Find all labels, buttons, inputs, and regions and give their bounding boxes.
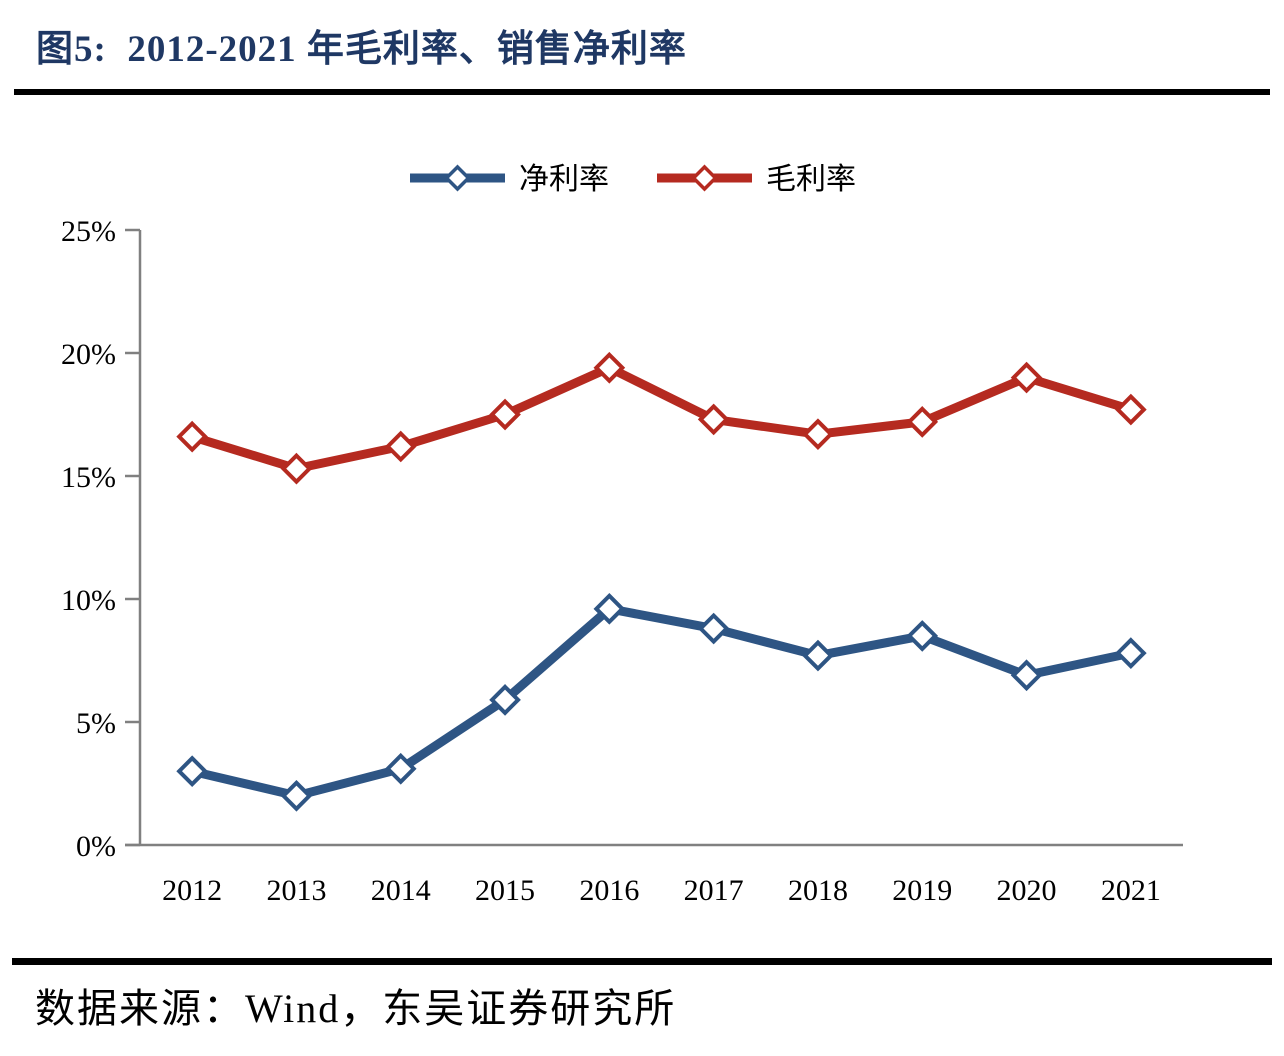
- legend-label-net-profit-margin: 净利率: [519, 163, 609, 196]
- data-point-gross-profit-margin-2021: [1115, 393, 1147, 426]
- x-axis-label: 2012: [162, 874, 222, 907]
- data-point-gross-profit-margin-2014: [384, 430, 417, 463]
- data-point-gross-profit-margin-2019: [906, 406, 939, 438]
- chart-area: 0% 5% 10% 15% 20% 25% 2012 2013 2014 2015 2016 2017…: [0, 130, 1284, 920]
- data-point-net-profit-margin-2019: [906, 620, 939, 652]
- legend-marker-net-profit-margin: [444, 164, 471, 192]
- data-point-gross-profit-margin-2016: [593, 351, 626, 384]
- data-point-net-profit-margin-2021: [1115, 637, 1147, 669]
- series-line-net-profit-margin: [187, 604, 1136, 801]
- data-point-gross-profit-margin-2020: [1010, 361, 1043, 394]
- data-point-net-profit-margin-2014: [384, 752, 417, 785]
- data-point-gross-profit-margin-2013: [280, 452, 313, 485]
- footer-divider: [12, 958, 1272, 965]
- legend-marker-gross-profit-margin: [691, 164, 718, 192]
- x-axis-label: 2015: [475, 874, 535, 907]
- series-line-gross-profit-margin: [187, 363, 1136, 474]
- data-point-net-profit-margin-2012: [176, 755, 208, 788]
- x-axis-label: 2016: [579, 874, 639, 907]
- y-axis-tick-label: 0%: [76, 830, 116, 863]
- x-axis-label: 2019: [892, 874, 952, 907]
- data-point-net-profit-margin-2017: [697, 612, 730, 645]
- title-divider: [14, 89, 1270, 95]
- data-point-gross-profit-margin-2012: [176, 420, 208, 453]
- x-axis-label: 2014: [371, 874, 431, 907]
- data-point-gross-profit-margin-2017: [697, 403, 730, 436]
- data-point-net-profit-margin-2018: [802, 639, 834, 672]
- x-axis-label: 2021: [1101, 874, 1161, 907]
- y-axis-tick-label: 20%: [61, 338, 116, 371]
- data-point-gross-profit-margin-2018: [802, 418, 834, 451]
- data-point-gross-profit-margin-2015: [489, 398, 521, 431]
- y-axis-tick-label: 10%: [61, 584, 116, 617]
- x-axis-label: 2017: [684, 874, 744, 907]
- data-point-net-profit-margin-2015: [489, 684, 521, 716]
- x-axis-label: 2013: [266, 874, 326, 907]
- data-source-note: 数据来源：Wind，东吴证券研究所: [35, 986, 677, 1031]
- profit-margin-line-chart: 0% 5% 10% 15% 20% 25% 2012 2013 2014 2015 2016 2017…: [61, 163, 1183, 907]
- data-point-net-profit-margin-2020: [1010, 659, 1043, 692]
- y-axis-tick-label: 5%: [76, 707, 116, 740]
- x-axis-label: 2020: [997, 874, 1057, 907]
- chart-legend: 净利率 毛利率: [410, 163, 856, 196]
- legend-label-gross-profit-margin: 毛利率: [766, 163, 856, 196]
- figure-title: 图5: 2012-2021 年毛利率、销售净利率: [36, 29, 687, 70]
- data-point-net-profit-margin-2013: [280, 779, 313, 812]
- data-point-net-profit-margin-2016: [593, 593, 626, 625]
- y-axis-tick-label: 15%: [61, 461, 116, 494]
- x-axis-label: 2018: [788, 874, 848, 907]
- y-axis-tick-label: 25%: [61, 215, 116, 248]
